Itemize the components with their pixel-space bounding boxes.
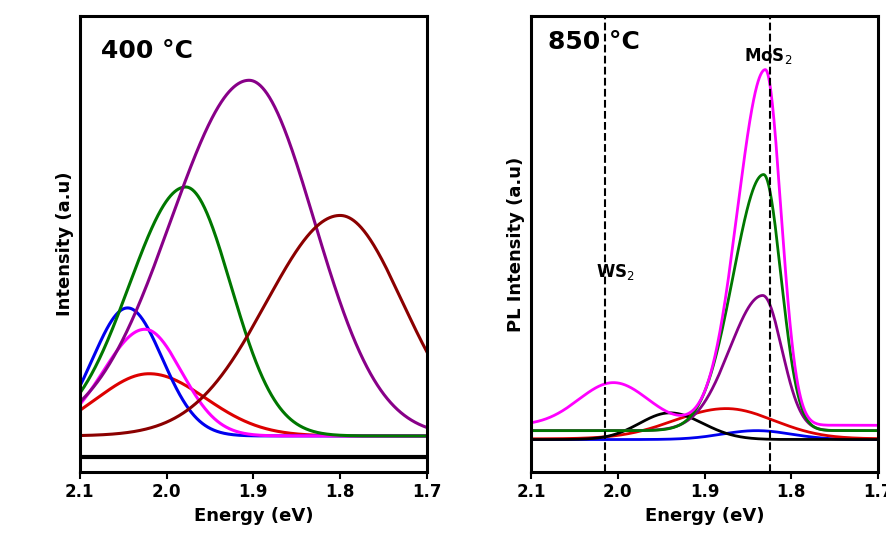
X-axis label: Energy (eV): Energy (eV) xyxy=(644,507,764,525)
Text: WS$_2$: WS$_2$ xyxy=(595,262,634,282)
Y-axis label: Intensity (a.u): Intensity (a.u) xyxy=(56,172,74,316)
Y-axis label: PL Intensity (a.u): PL Intensity (a.u) xyxy=(507,156,525,332)
X-axis label: Energy (eV): Energy (eV) xyxy=(193,507,313,525)
Text: 400 °C: 400 °C xyxy=(100,39,192,63)
Text: 850 °C: 850 °C xyxy=(548,30,640,54)
Text: MoS$_2$: MoS$_2$ xyxy=(742,46,791,66)
